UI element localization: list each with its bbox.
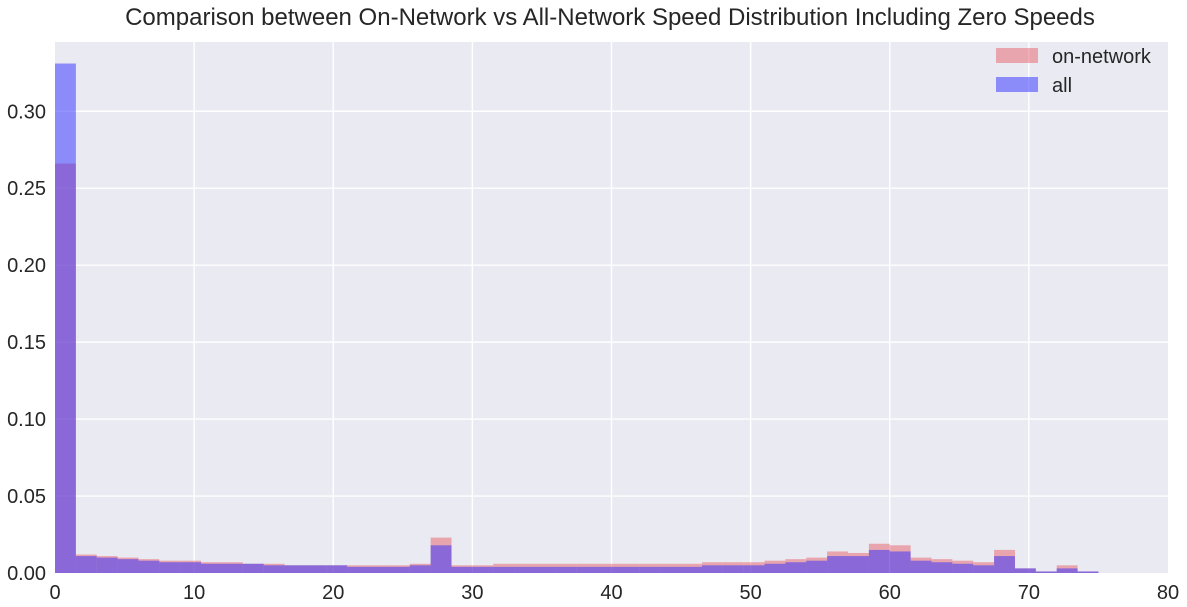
bar-all — [305, 565, 327, 573]
bar-all — [347, 566, 369, 573]
legend-label-on-network: on-network — [1052, 46, 1152, 68]
bar-all — [660, 566, 682, 573]
y-tick-label: 0.20 — [7, 255, 46, 277]
bar-all — [138, 560, 160, 573]
bar-all — [55, 63, 76, 574]
x-tick-label: 40 — [600, 582, 622, 604]
chart-title: Comparison between On-Network vs All-Net… — [125, 4, 1095, 31]
bar-all — [764, 563, 786, 573]
bar-all — [1056, 568, 1078, 573]
y-tick-label: 0.05 — [7, 486, 46, 508]
x-tick-label: 80 — [1157, 582, 1179, 604]
bar-all — [221, 563, 243, 573]
bar-all — [743, 565, 765, 573]
y-tick-label: 0.30 — [7, 101, 46, 123]
bar-all — [284, 565, 306, 573]
x-tick-label: 50 — [740, 582, 762, 604]
x-tick-label: 60 — [879, 582, 901, 604]
bar-all — [326, 565, 348, 573]
series-all — [55, 63, 1099, 574]
legend-swatch-on-network — [996, 48, 1038, 63]
x-tick-label: 30 — [461, 582, 483, 604]
x-axis: 0 10 20 30 40 50 60 70 80 — [49, 582, 1179, 604]
bar-all — [409, 565, 431, 573]
x-tick-label: 10 — [183, 582, 205, 604]
bar-all — [117, 559, 139, 573]
bar-all — [180, 562, 202, 573]
bar-all — [159, 562, 181, 573]
bar-all — [994, 556, 1015, 573]
bar-all — [555, 566, 577, 573]
legend-label-all: all — [1052, 75, 1072, 97]
bar-all — [242, 563, 264, 573]
bar-all — [618, 566, 640, 573]
bar-all — [1035, 571, 1057, 573]
bar-all — [514, 566, 535, 573]
bar-all — [827, 556, 849, 573]
legend-swatch-all — [996, 77, 1038, 92]
histogram-bars — [55, 63, 1099, 574]
bar-all — [973, 565, 995, 573]
bar-all — [388, 566, 410, 573]
bar-all — [868, 549, 890, 573]
bar-all — [597, 566, 619, 573]
legend: on-network all — [996, 46, 1152, 97]
bar-all — [910, 560, 932, 573]
bar-all — [722, 565, 744, 573]
bar-all — [1077, 571, 1099, 573]
bar-all — [368, 566, 389, 573]
bar-all — [263, 565, 285, 573]
x-tick-label: 0 — [49, 582, 60, 604]
bar-all — [681, 566, 702, 573]
bar-all — [785, 562, 807, 573]
y-tick-label: 0.00 — [7, 563, 46, 585]
x-tick-label: 70 — [1018, 582, 1040, 604]
bar-all — [451, 566, 473, 573]
bar-all — [639, 566, 661, 573]
bar-all — [701, 565, 723, 573]
bar-all — [534, 566, 556, 573]
bar-all — [96, 557, 118, 573]
bar-all — [576, 566, 598, 573]
bar-all — [201, 563, 222, 573]
bar-all — [75, 556, 97, 573]
bar-all — [430, 545, 452, 573]
bar-all — [806, 560, 828, 573]
y-tick-label: 0.10 — [7, 409, 46, 431]
y-tick-label: 0.25 — [7, 178, 46, 200]
bar-all — [472, 566, 494, 573]
bar-all — [493, 566, 515, 573]
bar-all — [931, 562, 953, 573]
x-tick-label: 20 — [322, 582, 344, 604]
bar-all — [848, 556, 869, 573]
bar-all — [889, 551, 911, 573]
y-axis: 0.00 0.05 0.10 0.15 0.20 0.25 0.30 — [7, 101, 46, 585]
bar-all — [1014, 568, 1036, 573]
bar-all — [952, 563, 974, 573]
y-tick-label: 0.15 — [7, 332, 46, 354]
grid-lines — [55, 42, 1168, 573]
